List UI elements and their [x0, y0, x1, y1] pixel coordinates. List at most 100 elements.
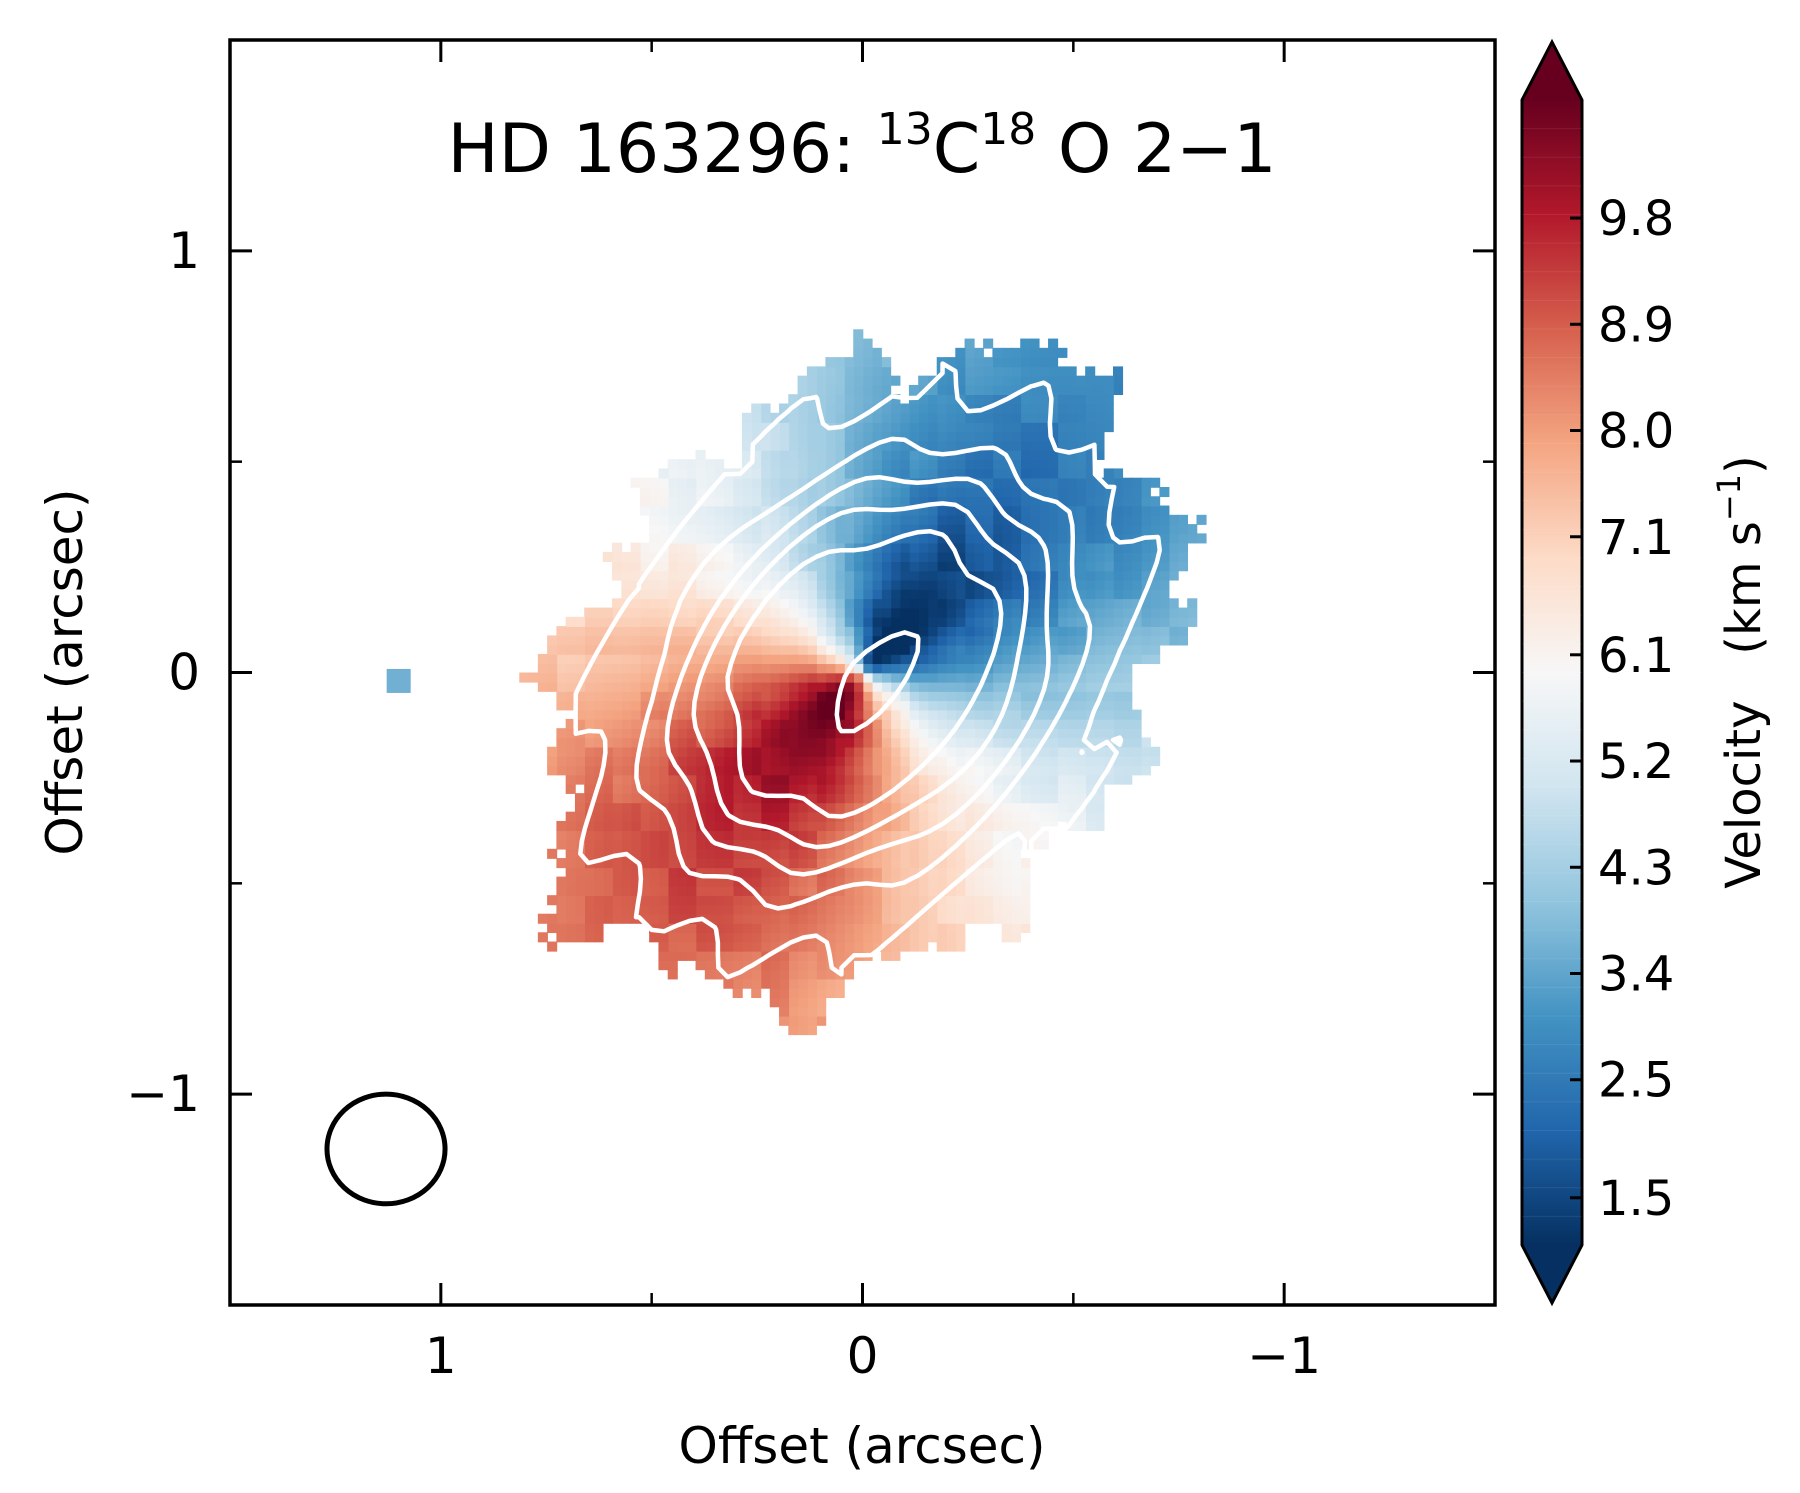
velocity-pixel [806, 653, 817, 665]
velocity-pixel [1038, 635, 1049, 646]
velocity-pixel [797, 653, 808, 665]
velocity-pixel [1029, 338, 1040, 349]
velocity-pixel [732, 820, 743, 832]
velocity-pixel [1075, 449, 1086, 460]
velocity-pixel [741, 811, 753, 822]
velocity-pixel [955, 496, 966, 507]
velocity-pixel [612, 653, 623, 665]
velocity-pixel [1001, 626, 1012, 637]
velocity-pixel [686, 848, 697, 859]
velocity-pixel [955, 913, 966, 924]
velocity-pixel [936, 681, 947, 692]
velocity-pixel [797, 663, 808, 674]
velocity-pixel [676, 598, 688, 609]
velocity-pixel [1057, 756, 1068, 767]
velocity-pixel [760, 403, 771, 414]
velocity-pixel [816, 997, 827, 1008]
velocity-pixel [658, 895, 669, 906]
velocity-pixel [918, 922, 929, 934]
velocity-pixel [853, 709, 864, 720]
velocity-pixel [918, 403, 929, 414]
velocity-pixel [667, 607, 678, 618]
velocity-pixel [612, 793, 623, 804]
velocity-pixel [918, 394, 929, 405]
velocity-pixel [1001, 774, 1012, 785]
velocity-pixel [1094, 681, 1105, 692]
velocity-pixel [1020, 477, 1031, 488]
velocity-pixel [1085, 728, 1096, 739]
velocity-pixel [927, 431, 938, 442]
velocity-pixel [1131, 505, 1142, 516]
velocity-pixel [751, 922, 762, 934]
velocity-pixel [927, 746, 938, 757]
velocity-pixel [936, 422, 947, 433]
velocity-pixel [862, 422, 873, 433]
velocity-pixel [676, 607, 688, 618]
velocity-pixel [732, 542, 743, 553]
velocity-pixel [695, 598, 706, 609]
velocity-pixel [658, 598, 669, 609]
velocity-pixel [1122, 579, 1133, 590]
velocity-pixel [704, 858, 715, 869]
velocity-pixel [1001, 579, 1012, 590]
velocity-pixel [843, 644, 855, 655]
velocity-pixel [1010, 366, 1022, 377]
velocity-pixel [1066, 412, 1077, 423]
velocity-pixel [1020, 783, 1031, 794]
velocity-pixel [1075, 728, 1086, 739]
velocity-pixel [908, 533, 919, 544]
velocity-pixel [1112, 366, 1124, 377]
velocity-pixel [723, 783, 734, 794]
velocity-pixel [918, 820, 929, 832]
velocity-pixel [612, 811, 623, 822]
velocity-pixel [881, 718, 892, 729]
velocity-pixel [686, 756, 697, 767]
velocity-pixel [649, 783, 660, 794]
velocity-pixel [918, 848, 929, 859]
velocity-pixel [853, 820, 864, 832]
velocity-pixel [936, 384, 947, 396]
velocity-pixel [797, 700, 808, 711]
velocity-pixel [1085, 394, 1096, 405]
velocity-pixel [723, 867, 734, 878]
velocity-pixel [918, 440, 929, 451]
velocity-pixel [1122, 542, 1133, 553]
velocity-pixel [630, 551, 641, 563]
velocity-pixel [1066, 431, 1077, 442]
velocity-pixel [732, 950, 743, 961]
velocity-pixel [834, 783, 845, 794]
velocity-pixel [1020, 551, 1031, 563]
velocity-pixel [843, 570, 855, 581]
velocity-pixel [973, 663, 984, 674]
velocity-pixel [649, 616, 660, 627]
velocity-pixel [1029, 783, 1040, 794]
velocity-pixel [1131, 756, 1142, 767]
velocity-pixel [621, 700, 632, 711]
velocity-pixel [908, 514, 919, 525]
velocity-pixel [918, 431, 929, 442]
velocity-pixel [862, 598, 873, 609]
velocity-pixel [1159, 635, 1170, 646]
velocity-pixel [1094, 802, 1105, 813]
velocity-pixel [788, 811, 799, 822]
velocity-pixel [667, 895, 678, 906]
velocity-pixel [834, 885, 845, 896]
velocity-pixel [565, 839, 576, 850]
velocity-pixel [862, 626, 873, 637]
velocity-pixel [779, 932, 790, 943]
velocity-pixel [816, 672, 827, 683]
velocity-pixel [1075, 468, 1086, 479]
velocity-pixel [1057, 681, 1068, 692]
velocity-pixel [843, 561, 855, 572]
velocity-pixel [862, 895, 873, 906]
velocity-pixel [1103, 394, 1114, 405]
velocity-pixel [695, 653, 706, 665]
velocity-pixel [723, 765, 734, 776]
velocity-pixel [797, 746, 808, 757]
velocity-pixel [630, 542, 641, 553]
velocity-pixel [667, 486, 678, 498]
velocity-pixel [899, 551, 910, 563]
velocity-pixel [1048, 811, 1059, 822]
velocity-pixel [899, 663, 910, 674]
velocity-pixel [973, 589, 984, 600]
